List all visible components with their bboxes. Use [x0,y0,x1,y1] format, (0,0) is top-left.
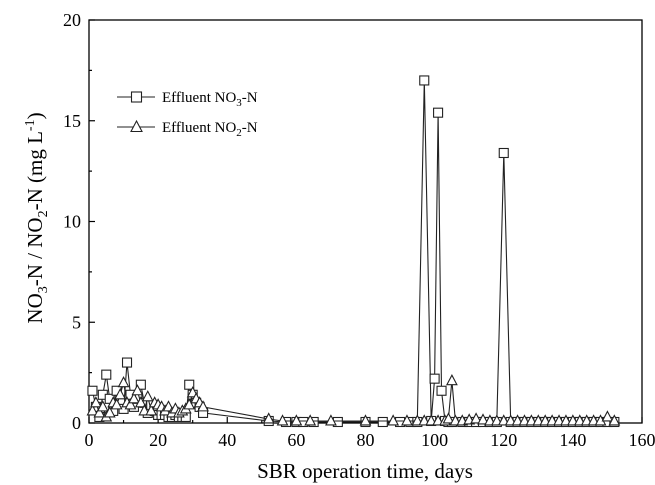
data-point-no2 [145,404,158,416]
data-point-no2 [532,414,545,426]
data-point-no2 [445,374,458,386]
legend-label-no3: Effluent NO3-N [162,90,258,109]
data-point-no3 [377,416,388,428]
data-point-no2 [411,414,424,426]
data-point-no2 [359,414,372,426]
legend-label-no2: Effluent NO2-N [162,120,258,139]
data-point-no2 [497,414,510,426]
series-group [86,75,621,428]
data-point-no2 [608,414,621,426]
data-point-no2 [484,414,496,426]
data-point-no2 [110,398,123,410]
x-tick-label: 40 [218,430,236,450]
data-point-no3 [121,357,133,368]
data-point-no2 [141,390,154,402]
data-point-no3 [498,147,509,159]
data-point-no2 [442,412,455,424]
plot-frame [88,19,643,424]
legend-marker-no2 [130,119,143,133]
data-point-no2 [539,414,552,426]
y-axis-title: NO3-N / NO2-N (mg L-1) [23,112,51,323]
data-point-no2 [304,414,317,426]
data-point-no2 [387,414,400,426]
legend-entry-no3: Effluent NO3-N [117,90,258,109]
data-point-no2 [490,414,503,426]
x-tick-label: 20 [149,430,167,450]
data-point-no2 [477,413,489,425]
data-point-no2 [449,414,462,426]
data-point-no2 [262,412,275,424]
data-point-no2 [128,392,140,404]
data-point-no2 [276,414,289,426]
data-point-no2 [90,396,102,408]
data-point-no3 [419,75,430,86]
data-point-no2 [131,384,144,396]
data-point-no2 [560,414,572,426]
data-point-no2 [546,414,559,426]
data-point-no2 [601,410,614,422]
legend-entry-no2: Effluent NO2-N [117,119,258,139]
legend-marker-no3 [130,91,143,103]
legend: Effluent NO3-N Effluent NO2-N [117,90,258,139]
x-tick-label: 0 [85,430,94,450]
x-tick-label: 120 [490,430,517,450]
data-point-no2 [96,400,109,412]
x-tick-label: 80 [357,430,375,450]
y-tick-label: 15 [63,111,81,131]
data-point-no2 [183,398,196,410]
data-point-no2 [432,414,444,426]
x-axis-title: SBR operation time, days [257,459,473,483]
y-tick-label: 20 [63,10,81,30]
data-point-no2 [117,376,130,388]
y-tick-label: 0 [72,413,81,433]
data-point-no3 [101,369,112,380]
data-point-no2 [103,406,116,418]
x-tick-label: 60 [287,430,305,450]
data-point-no2 [566,414,579,426]
data-point-no2 [138,404,151,416]
data-point-no2 [114,388,127,400]
data-point-no2 [134,396,147,408]
data-point-no2 [518,414,531,426]
data-point-no2 [580,414,593,426]
data-point-no2 [425,414,438,426]
data-point-no3 [135,379,146,390]
y-tick-label: 10 [63,212,81,232]
data-point-no2 [470,412,483,424]
data-point-no2 [587,414,600,426]
data-point-no2 [401,414,413,426]
data-point-no2 [553,414,565,426]
data-point-no2 [525,414,538,426]
data-point-no2 [197,400,209,412]
data-point-no3 [433,107,444,118]
data-point-no2 [325,414,337,426]
data-point-no2 [418,414,431,426]
data-point-no2 [290,414,303,426]
y-tick-label: 5 [72,312,81,332]
data-point-no2 [504,414,517,426]
data-point-no2 [573,414,586,426]
data-point-no3 [184,379,195,390]
data-point-no3 [87,385,98,396]
ticks: 0 20 40 60 80 100 120 140 160 0 5 10 15 20 [63,10,655,450]
data-point-no2 [124,398,137,410]
data-point-no2 [93,406,106,418]
data-point-no3 [429,373,440,384]
data-point-no2 [86,404,99,416]
data-point-no3 [436,385,447,396]
x-tick-label: 140 [559,430,586,450]
x-tick-label: 100 [421,430,448,450]
data-point-no2 [511,414,524,426]
x-tick-label: 160 [629,430,655,450]
